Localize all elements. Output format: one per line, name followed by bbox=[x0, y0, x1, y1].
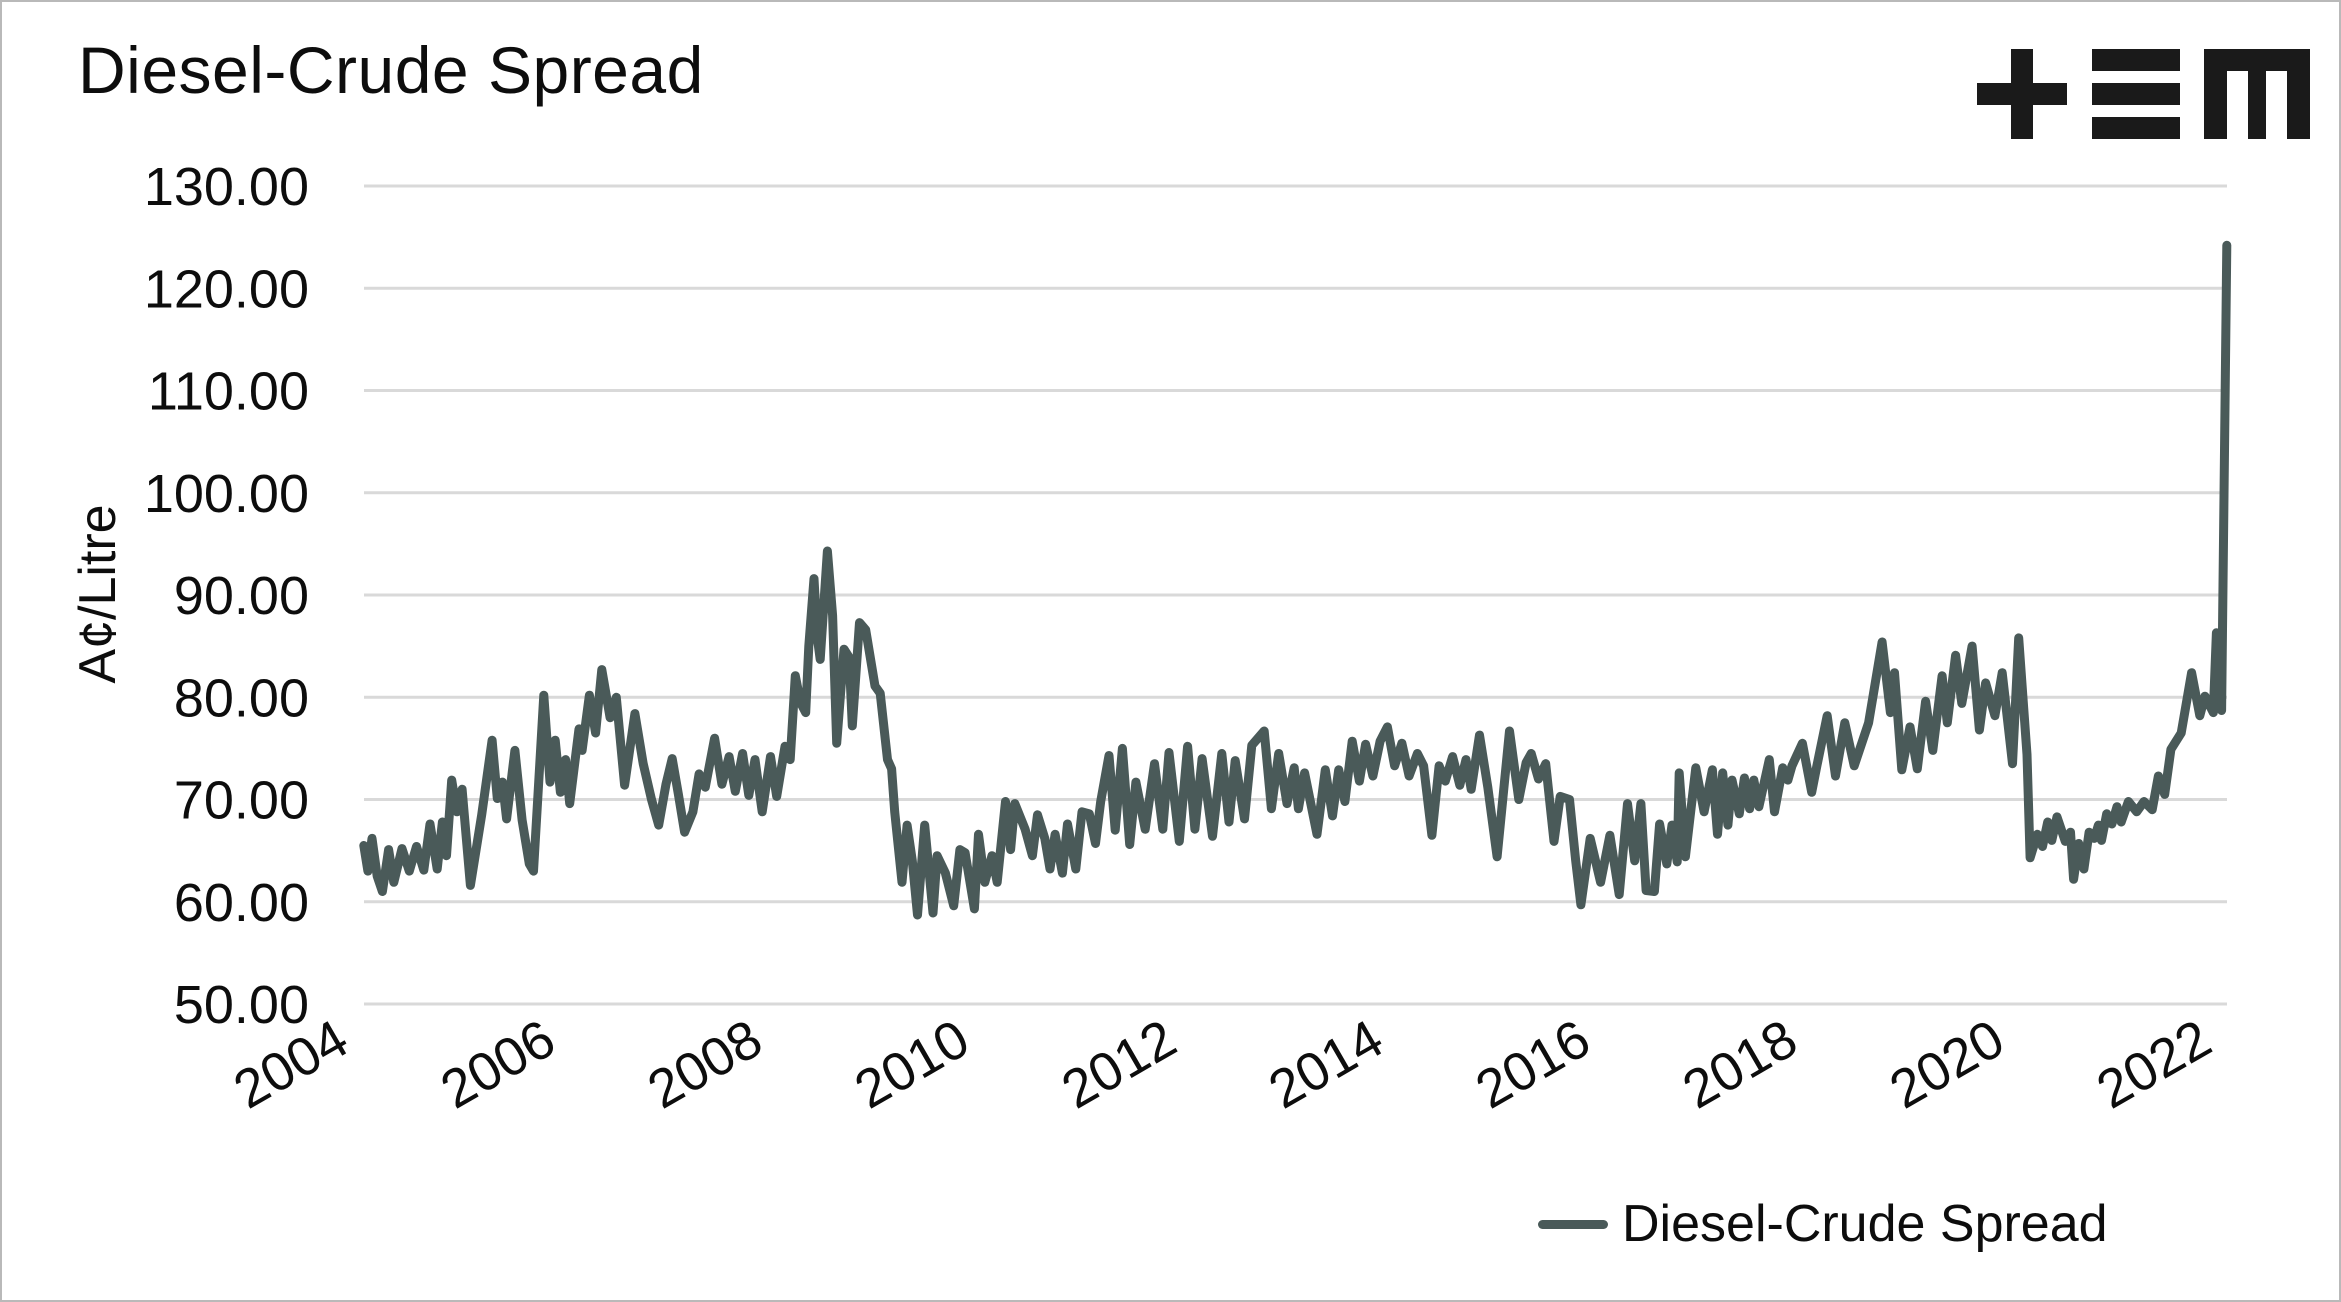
x-tick-label: 2022 bbox=[2087, 1008, 2221, 1120]
x-tick-label: 2016 bbox=[1466, 1008, 1600, 1120]
y-axis-title: A¢/Litre bbox=[69, 504, 127, 684]
chart-title: Diesel-Crude Spread bbox=[78, 33, 704, 107]
x-tick-label: 2020 bbox=[1880, 1008, 2014, 1120]
gridlines bbox=[364, 184, 2227, 1006]
x-tick-label: 2006 bbox=[431, 1008, 565, 1120]
plus-icon bbox=[1977, 49, 2067, 139]
tem-logo bbox=[1977, 49, 2310, 139]
y-tick-label: 60.00 bbox=[174, 873, 309, 933]
y-tick-label: 80.00 bbox=[174, 668, 309, 728]
y-tick-label: 100.00 bbox=[144, 464, 309, 524]
x-tick-label: 2018 bbox=[1673, 1008, 1807, 1120]
legend-label: Diesel-Crude Spread bbox=[1622, 1195, 2108, 1253]
y-tick-label: 110.00 bbox=[148, 362, 309, 422]
y-axis-tick-labels: 130.00 120.00 110.00 100.00 90.00 80.00 70.00 6… bbox=[144, 157, 309, 1035]
y-tick-label: 120.00 bbox=[144, 259, 309, 319]
x-tick-label: 2014 bbox=[1259, 1008, 1393, 1120]
legend-line-swatch bbox=[1538, 1219, 1608, 1229]
x-tick-label: 2008 bbox=[638, 1008, 772, 1120]
y-tick-label: 50.00 bbox=[174, 975, 309, 1035]
triple-bar-icon bbox=[2092, 49, 2180, 139]
series-line-diesel-crude-spread bbox=[359, 240, 2232, 920]
x-axis-tick-labels: 2004 2006 2008 2010 2012 2014 2016 2018 2020 2022 bbox=[224, 1008, 2221, 1120]
x-tick-label: 2012 bbox=[1052, 1008, 1186, 1120]
m-glyph-icon bbox=[2204, 49, 2310, 139]
legend: Diesel-Crude Spread bbox=[1538, 1194, 2108, 1254]
y-tick-label: 90.00 bbox=[174, 566, 309, 626]
y-tick-label: 130.00 bbox=[144, 157, 309, 217]
y-tick-label: 70.00 bbox=[174, 771, 309, 831]
x-tick-label: 2010 bbox=[845, 1008, 979, 1120]
